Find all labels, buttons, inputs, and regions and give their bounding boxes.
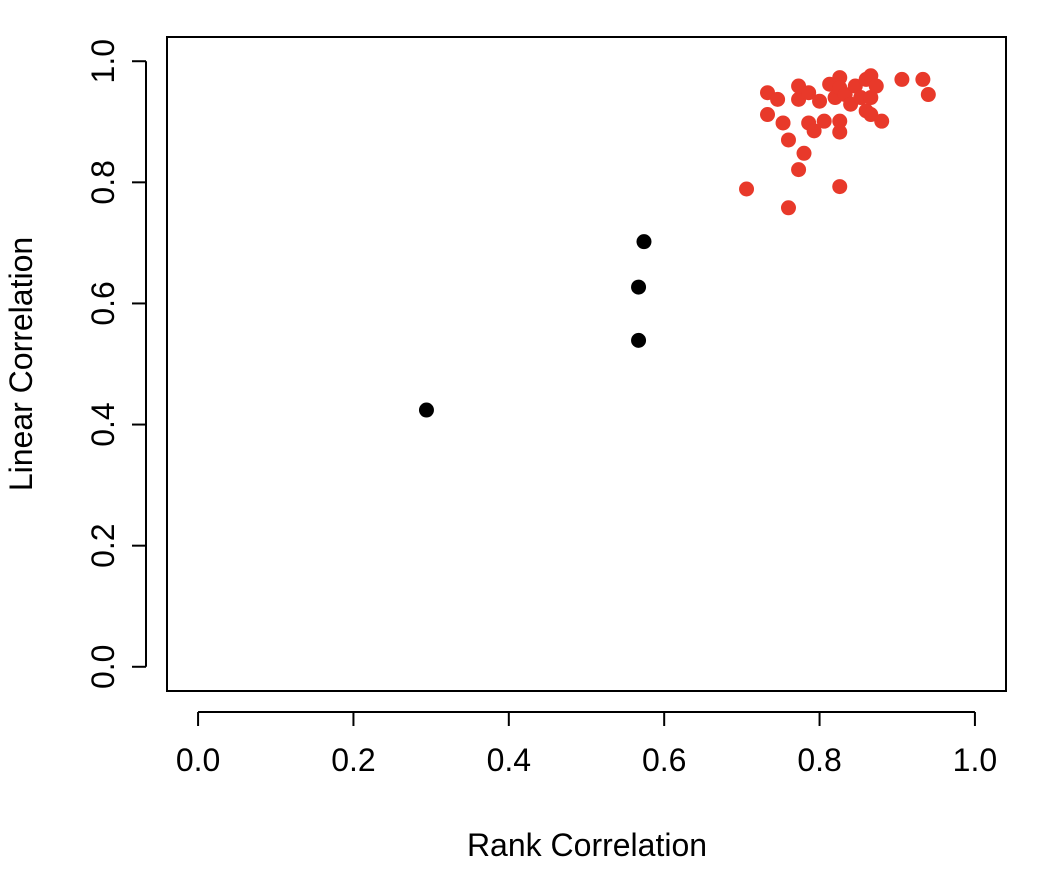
x-tick-label: 0.2 (331, 742, 375, 778)
y-axis-label: Linear Correlation (3, 237, 39, 491)
data-point (801, 85, 817, 101)
plot-frame (166, 36, 1007, 692)
data-point (920, 87, 936, 103)
data-point (775, 115, 791, 131)
data-point (418, 402, 434, 418)
data-point (631, 332, 647, 348)
data-point (636, 234, 652, 250)
data-point (816, 113, 832, 129)
data-point (863, 90, 879, 106)
data-points (418, 68, 936, 418)
data-point (847, 78, 863, 94)
data-point (894, 71, 910, 87)
x-axis: 0.0 0.2 0.4 0.6 0.8 1.0 (176, 711, 997, 778)
x-tick-label: 0.8 (797, 742, 841, 778)
x-axis-label: Rank Correlation (467, 827, 707, 863)
data-point (806, 123, 822, 139)
data-point (780, 200, 796, 216)
data-point (631, 279, 647, 295)
data-point (832, 70, 848, 86)
y-tick-label: 0.8 (85, 160, 121, 204)
y-axis: 0.0 0.2 0.4 0.6 0.8 1.0 (85, 39, 147, 689)
data-point (791, 162, 807, 178)
data-point (874, 113, 890, 129)
data-point (739, 181, 755, 197)
y-tick-label: 0.6 (85, 281, 121, 325)
x-tick-label: 0.0 (176, 742, 220, 778)
x-tick-label: 1.0 (953, 742, 997, 778)
data-point (832, 113, 848, 129)
data-point (915, 71, 931, 87)
data-point (832, 179, 848, 195)
data-point (770, 91, 786, 107)
data-point (780, 132, 796, 148)
y-tick-label: 0.0 (85, 645, 121, 689)
y-tick-label: 0.2 (85, 523, 121, 567)
y-tick-label: 0.4 (85, 402, 121, 446)
x-tick-label: 0.6 (642, 742, 686, 778)
data-point (832, 124, 848, 140)
data-point (868, 78, 884, 94)
x-tick-label: 0.4 (487, 742, 531, 778)
y-tick-label: 1.0 (85, 39, 121, 83)
data-point (812, 93, 828, 109)
data-point (863, 107, 879, 123)
data-point (760, 107, 776, 123)
data-point (796, 145, 812, 161)
